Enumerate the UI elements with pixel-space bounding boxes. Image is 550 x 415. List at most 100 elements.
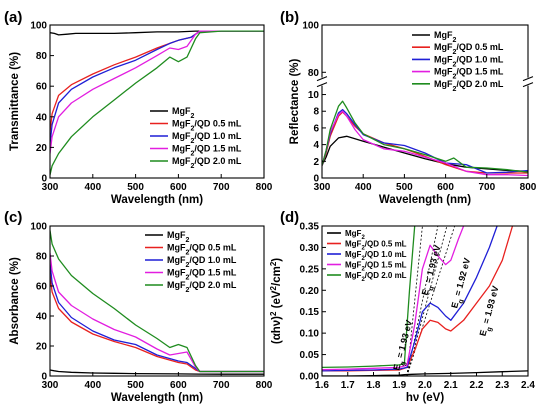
axis-break-mark xyxy=(522,82,534,88)
chart-panel-2: (b) 300 400 500 600 700 800 0 2 4 6 8 10 80 100 Wavelen… xyxy=(280,9,537,206)
chart-panel-1: (a) 300 400 500 600 700 800 0 20 40 60 80 100 Wavelen… xyxy=(4,9,273,206)
bandgap-annotation: Eg = 1.93 eV xyxy=(478,285,504,338)
y-tick-label: 0.15 xyxy=(300,307,320,318)
legend-entry: MgF2/QD 1.5 mL xyxy=(434,67,504,81)
tangent-line xyxy=(406,226,448,376)
y-tick-label: 100 xyxy=(302,21,319,32)
y-tick-label: 80 xyxy=(36,252,48,263)
x-tick-label: 700 xyxy=(213,182,230,193)
series-line xyxy=(322,226,416,369)
x-axis-label: Wavelength (nm) xyxy=(111,194,203,206)
y-tick-label: 0 xyxy=(313,174,319,185)
x-tick-label: 500 xyxy=(396,182,413,193)
x-axis-label: hν (eV) xyxy=(406,392,445,404)
legend-entry: MgF2/QD 2.0 mL xyxy=(434,79,504,93)
y-tick-label: 4 xyxy=(313,140,319,151)
y-tick-label: 0.00 xyxy=(300,372,320,383)
x-tick-label: 2.3 xyxy=(495,380,509,391)
x-tick-label: 300 xyxy=(42,380,59,391)
series-line xyxy=(322,110,528,177)
chart-panel-3: (c) 300 400 500 600 700 800 0 20 40 60 80 100 Wavelen… xyxy=(4,209,273,404)
panel-label: (a) xyxy=(4,9,22,26)
y-tick-label: 40 xyxy=(36,312,48,323)
y-axis-label: (αhν)2 (eV2/cm2) xyxy=(269,258,284,344)
legend-entry: MgF2 xyxy=(167,230,190,244)
legend-entry: MgF2/QD 1.5 mL xyxy=(172,144,242,158)
plot-frame xyxy=(321,225,529,377)
y-tick-label: 8 xyxy=(313,107,319,118)
x-tick-label: 500 xyxy=(127,380,144,391)
series-line xyxy=(50,369,264,375)
x-axis-label: Wavelength (nm) xyxy=(111,392,203,404)
x-tick-label: 800 xyxy=(520,182,537,193)
legend-entry: MgF2/QD 2.0 mL xyxy=(167,280,237,294)
x-tick-label: 400 xyxy=(355,182,372,193)
legend-entry: MgF2/QD 0.5 mL xyxy=(172,119,242,133)
x-tick-label: 700 xyxy=(213,380,230,391)
x-tick-label: 700 xyxy=(478,182,495,193)
y-tick-label: 80 xyxy=(308,68,320,79)
y-tick-label: 2 xyxy=(313,157,319,168)
x-tick-label: 2.2 xyxy=(470,380,484,391)
plot-frame xyxy=(49,24,265,179)
legend-entry: MgF2/QD 0.5 mL xyxy=(345,240,407,252)
y-tick-label: 0.20 xyxy=(300,286,320,297)
legend-entry: MgF2 xyxy=(434,30,457,44)
legend-entry: MgF2/QD 1.0 mL xyxy=(172,131,242,145)
legend-entry: MgF2/QD 1.0 mL xyxy=(345,250,407,262)
y-tick-label: 0.05 xyxy=(300,350,320,361)
x-tick-label: 2.4 xyxy=(521,380,535,391)
x-tick-label: 1.9 xyxy=(392,380,406,391)
x-tick-label: 600 xyxy=(437,182,454,193)
x-tick-label: 1.6 xyxy=(315,380,329,391)
y-tick-label: 60 xyxy=(36,282,48,293)
x-tick-label: 400 xyxy=(84,182,101,193)
series-line xyxy=(322,135,528,172)
x-tick-label: 800 xyxy=(256,182,273,193)
y-tick-label: 0.35 xyxy=(300,222,320,233)
y-tick-label: 80 xyxy=(36,51,48,62)
legend-entry: MgF2/QD 1.5 mL xyxy=(345,261,407,273)
plot-frame xyxy=(49,225,265,377)
x-tick-label: 300 xyxy=(42,182,59,193)
x-axis-label: Wavelength (nm) xyxy=(379,194,471,206)
x-tick-label: 600 xyxy=(170,182,187,193)
plot-frame xyxy=(321,24,529,179)
y-tick-label: 40 xyxy=(36,112,48,123)
series-line xyxy=(322,226,465,371)
panel-label: (b) xyxy=(280,9,299,26)
series-line xyxy=(322,100,528,173)
x-tick-label: 1.7 xyxy=(341,380,355,391)
axis-break-mark xyxy=(316,82,328,88)
x-tick-label: 400 xyxy=(84,380,101,391)
series-line xyxy=(50,261,264,373)
y-tick-label: 20 xyxy=(36,143,48,154)
x-tick-label: 800 xyxy=(256,380,273,391)
y-tick-label: 10 xyxy=(308,90,320,101)
series-line xyxy=(322,226,498,372)
y-tick-label: 20 xyxy=(36,342,48,353)
axis-break-gap xyxy=(525,77,531,86)
axis-break-mark xyxy=(522,76,534,82)
x-tick-label: 2.1 xyxy=(444,380,458,391)
series-line xyxy=(50,30,264,154)
legend-entry: MgF2/QD 1.0 mL xyxy=(167,255,237,269)
y-axis-label: Absorbance (%) xyxy=(9,257,21,345)
bandgap-annotation: Eg = 1.93 eV xyxy=(420,244,446,297)
panel-label: (c) xyxy=(4,209,22,226)
x-tick-label: 2.0 xyxy=(418,380,432,391)
legend-entry: MgF2/QD 0.5 mL xyxy=(434,42,504,56)
y-tick-label: 0 xyxy=(41,372,47,383)
y-tick-label: 100 xyxy=(30,21,47,32)
legend-entry: MgF2/QD 1.5 mL xyxy=(167,268,237,282)
y-tick-label: 0.10 xyxy=(300,329,320,340)
legend-entry: MgF2 xyxy=(345,229,365,241)
axis-break-gap xyxy=(319,77,325,86)
legend-entry: MgF2/QD 2.0 mL xyxy=(345,271,407,283)
x-tick-label: 1.8 xyxy=(367,380,381,391)
y-tick-label: 60 xyxy=(36,82,48,93)
